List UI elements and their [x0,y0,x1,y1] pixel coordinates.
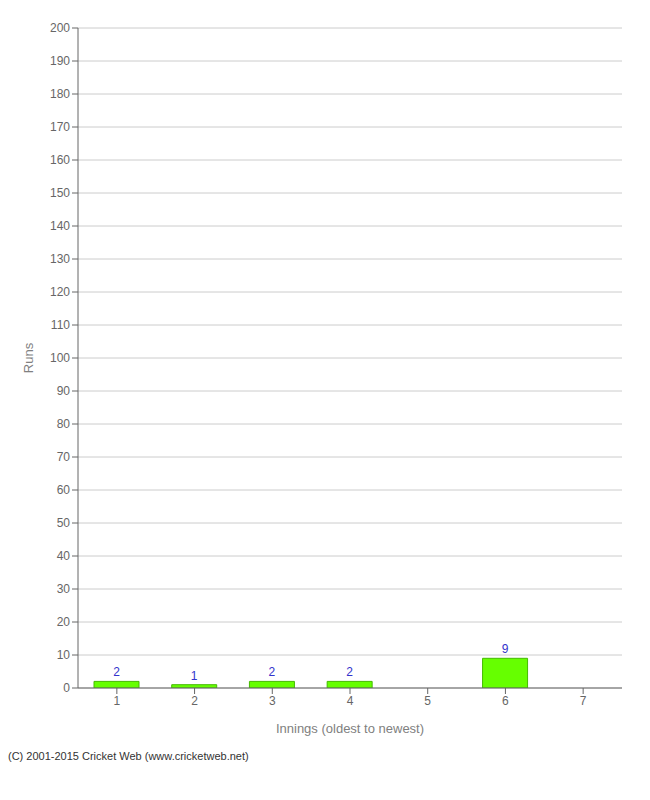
svg-text:2: 2 [113,665,120,679]
svg-text:9: 9 [502,642,509,656]
svg-text:110: 110 [51,318,70,332]
svg-text:140: 140 [50,219,70,233]
svg-text:1: 1 [191,669,198,683]
svg-text:7: 7 [580,694,587,708]
svg-text:5: 5 [424,694,431,708]
svg-text:6: 6 [502,694,509,708]
svg-text:120: 120 [50,285,70,299]
svg-text:150: 150 [50,186,70,200]
svg-text:0: 0 [63,681,70,695]
svg-text:90: 90 [57,384,71,398]
svg-text:170: 170 [50,120,70,134]
svg-text:60: 60 [57,483,71,497]
svg-text:180: 180 [50,87,70,101]
svg-text:Innings (oldest to newest): Innings (oldest to newest) [276,721,424,736]
svg-text:160: 160 [50,153,70,167]
svg-text:100: 100 [50,351,70,365]
svg-text:2: 2 [269,665,276,679]
svg-text:Runs: Runs [21,342,36,373]
svg-text:10: 10 [57,648,71,662]
html-text:(C) 2001-2015 Cricket Web (www: (C) 2001-2015 Cricket Web (www.cricketwe… [8,750,249,762]
svg-text:2: 2 [191,694,198,708]
svg-text:4: 4 [347,694,354,708]
svg-text:30: 30 [57,582,71,596]
svg-text:40: 40 [57,549,71,563]
svg-text:80: 80 [57,417,71,431]
svg-text:20: 20 [57,615,71,629]
svg-text:70: 70 [57,450,71,464]
svg-text:50: 50 [57,516,71,530]
svg-text:2: 2 [346,665,353,679]
svg-text:3: 3 [269,694,276,708]
svg-text:200: 200 [50,21,70,35]
svg-text:1: 1 [114,694,121,708]
svg-text:190: 190 [50,54,70,68]
svg-text:130: 130 [50,252,70,266]
